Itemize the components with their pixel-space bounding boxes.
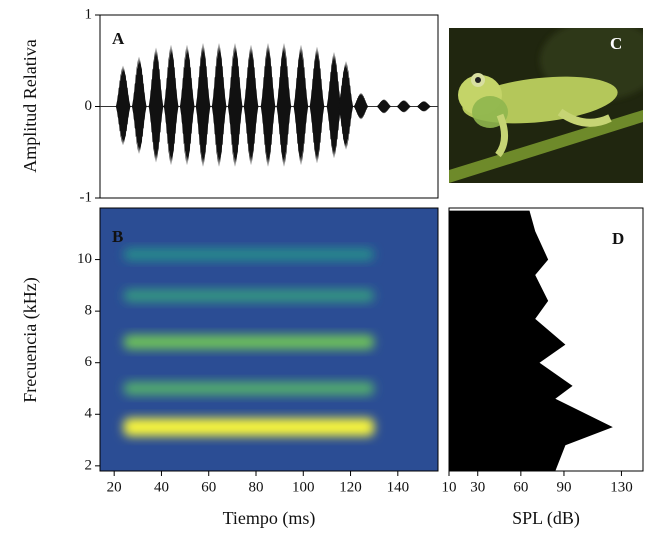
band: [123, 248, 375, 261]
x-tick-label: 140: [387, 479, 410, 495]
panel-label: C: [610, 34, 622, 53]
y-axis-label: Amplitud Relativa: [20, 39, 40, 172]
frog-photo: [449, 28, 643, 183]
x-tick-label: 40: [154, 479, 169, 495]
frame-b: [99, 207, 439, 472]
y-tick-label: 2: [85, 457, 93, 473]
pulse: [293, 44, 309, 166]
pulse: [131, 56, 147, 154]
pulse: [396, 100, 412, 113]
band: [123, 334, 375, 350]
spectrum-area: [449, 210, 613, 471]
pulse: [148, 47, 164, 163]
pulse: [416, 101, 432, 112]
panel-label: A: [112, 29, 125, 48]
x-tick-label: 120: [339, 479, 362, 495]
pulse: [376, 99, 392, 114]
x-tick-label: 100: [292, 479, 315, 495]
y-tick-label: 10: [77, 251, 92, 267]
pulse: [338, 61, 354, 150]
pulse: [195, 42, 211, 167]
x-tick-label: 10: [442, 479, 457, 495]
y-tick-label: 8: [85, 303, 93, 319]
x-tick-label: 20: [107, 479, 122, 495]
pulse: [115, 65, 131, 146]
panel-label: D: [612, 229, 624, 248]
pulse: [353, 92, 369, 120]
pulse: [260, 42, 276, 167]
band: [123, 289, 375, 303]
y-tick-label: -1: [80, 189, 93, 205]
pulse: [211, 42, 227, 167]
x-axis-label: Tiempo (ms): [223, 508, 316, 529]
band: [123, 381, 375, 396]
pulse: [227, 42, 243, 167]
pulse: [179, 44, 195, 166]
pulse: [276, 42, 292, 167]
pulse: [163, 44, 179, 166]
y-tick-label: 4: [85, 406, 93, 422]
x-tick-label: 60: [513, 479, 528, 495]
pulse: [326, 52, 342, 159]
x-tick-label: 30: [470, 479, 485, 495]
panel-label: B: [112, 227, 123, 246]
y-tick-label: 6: [85, 354, 93, 370]
x-tick-label: 80: [249, 479, 264, 495]
x-axis-label: SPL (dB): [512, 508, 580, 529]
x-tick-label: 60: [201, 479, 216, 495]
y-tick-label: 0: [85, 98, 93, 114]
y-axis-label: Frecuencia (kHz): [20, 277, 41, 402]
band: [123, 418, 375, 437]
y-tick-label: 1: [85, 6, 93, 22]
x-tick-label: 130: [610, 479, 633, 495]
spectrogram: [100, 208, 438, 471]
pulse: [243, 44, 259, 166]
pulse: [309, 46, 325, 164]
x-tick-label: 90: [556, 479, 571, 495]
